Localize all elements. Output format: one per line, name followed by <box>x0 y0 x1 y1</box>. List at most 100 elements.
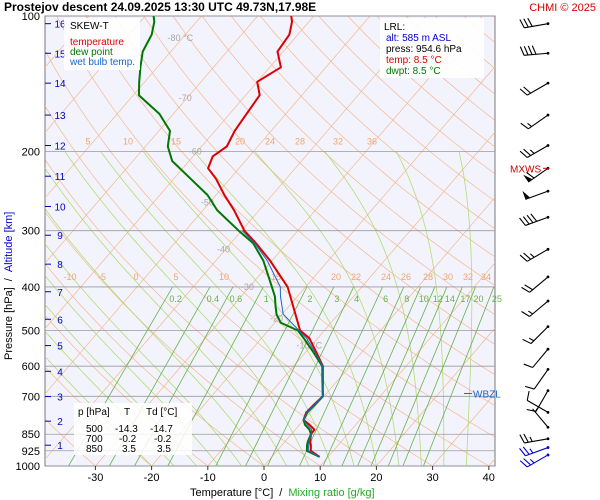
mixing-ratio-label: 25 <box>492 294 502 304</box>
table-row-td: -0.2 <box>154 434 172 445</box>
barb-station <box>546 22 550 26</box>
barb-half <box>528 310 533 315</box>
theta-label: 36 <box>367 136 377 146</box>
temperature-tick-label: 10 <box>314 472 326 484</box>
temperature-tick-label: 30 <box>426 472 438 484</box>
barb-station <box>546 437 550 441</box>
barb-station <box>546 410 550 414</box>
theta-label: 20 <box>235 136 245 146</box>
temperature-tick-label: 40 <box>483 472 495 484</box>
barb-station <box>546 113 550 117</box>
legend-dew-point: dew point <box>70 47 113 58</box>
barb-station <box>546 247 550 251</box>
isotherm <box>45 16 146 134</box>
altitude-tick-label: 12 <box>54 142 66 153</box>
pressure-tick-label: 1000 <box>16 461 40 473</box>
chart-title: Prostejov descent 24.09.2025 13:30 UTC 4… <box>4 0 316 14</box>
wind-barbs <box>519 17 550 468</box>
barb-full <box>524 385 535 390</box>
barb-station <box>546 367 550 371</box>
pressure-tick-label: 400 <box>22 282 40 294</box>
isotherm-label: -20 <box>270 313 283 323</box>
barb-full <box>526 214 534 224</box>
theta-label: 24 <box>265 136 275 146</box>
barb-station <box>546 446 550 449</box>
theta-label: 15 <box>171 136 181 146</box>
barb-station <box>546 144 550 147</box>
barb-full <box>519 254 528 262</box>
altitude-tick-label: 8 <box>57 260 63 271</box>
theta-label: 5 <box>173 272 178 282</box>
wind-barb <box>522 189 550 200</box>
barb-station <box>546 275 550 279</box>
barb-station <box>546 81 550 85</box>
wind-barb <box>519 17 550 29</box>
wind-barb <box>524 367 550 390</box>
barb-half <box>529 149 535 154</box>
barb-full <box>523 363 533 369</box>
isotherm-label: -70 <box>179 93 192 103</box>
dry-adiabat <box>172 16 495 316</box>
mixing-ratio-label: 14 <box>445 294 455 304</box>
theta-label: 22 <box>351 272 361 282</box>
dry-adiabat <box>143 16 495 345</box>
barb-full <box>522 216 530 225</box>
series-line-wet-bulb-temp- <box>241 230 324 458</box>
mixing-ratio-label: 0.2 <box>169 294 182 304</box>
altitude-tick-label: 7 <box>57 288 63 299</box>
isotherm <box>45 16 315 330</box>
isotherm <box>45 16 371 395</box>
altitude-tick-label: 14 <box>54 79 66 90</box>
mixing-ratio-line <box>267 286 355 466</box>
barb-full <box>521 311 530 317</box>
mixing-ratio-label: 12 <box>433 294 443 304</box>
mixing-ratio-label: 4 <box>354 294 359 304</box>
pressure-tick-label: 600 <box>22 361 40 373</box>
dry-adiabat <box>114 16 495 376</box>
surface-info: LRL: alt: 585 m ASL press: 954.6 hPa tem… <box>380 18 484 78</box>
theta-label: 28 <box>295 136 305 146</box>
theta-label: 24 <box>381 272 391 282</box>
isotherm-label: -40 <box>217 244 230 254</box>
barb-full <box>519 434 525 444</box>
barb-full <box>519 88 528 96</box>
pressure-tick-label: 300 <box>22 226 40 238</box>
info-dewpoint: dwpt: 8.5 °C <box>386 66 441 77</box>
barb-full <box>523 148 532 156</box>
series-line-dew-point <box>137 16 324 458</box>
wind-barb <box>520 113 550 130</box>
barb-full <box>523 46 529 56</box>
theta-label: 10 <box>219 272 229 282</box>
altitude-tick-label: 2 <box>57 417 63 428</box>
altitude-tick-label: 1 <box>57 441 63 452</box>
wind-barb <box>519 446 550 457</box>
altitude-tick-label: 3 <box>57 393 63 404</box>
pressure-tick-label: 925 <box>22 446 40 458</box>
mixing-ratio-label: 0.4 <box>207 294 220 304</box>
mixing-ratio-label: 1 <box>264 294 269 304</box>
mixing-ratio-line <box>215 286 308 466</box>
table-row-td: 3.5 <box>157 444 171 455</box>
legend-temperature: temperature <box>70 37 124 48</box>
legend-wet-bulb: wet bulb temp. <box>69 57 135 68</box>
wind-barb <box>519 433 550 444</box>
wind-barb <box>519 45 550 56</box>
barb-full <box>526 171 535 179</box>
isotherm <box>207 131 495 466</box>
theta-label: 15 <box>271 272 281 282</box>
info-pressure: press: 954.6 hPa <box>386 44 462 55</box>
pressure-tick-label: 200 <box>22 146 40 158</box>
isotherm <box>151 66 495 466</box>
wind-barb <box>519 144 550 158</box>
y-axis-title: Pressure [hPa]/Altitude [km] <box>3 212 15 360</box>
barb-full <box>522 446 530 455</box>
mixing-ratio-label: 2 <box>307 294 312 304</box>
background-labels: 0.2 0.4 0.6 1 2 3 4 6 8 10 12 14 17 20 25-80 °C-70-60-… <box>63 33 501 350</box>
barb-half <box>534 407 539 413</box>
theta-label: -10 <box>63 272 76 282</box>
barb-flag <box>522 190 531 200</box>
mixing-ratio-line <box>402 286 476 466</box>
info-temperature: temp: 8.5 °C <box>386 55 442 66</box>
barb-shaft <box>524 438 549 444</box>
